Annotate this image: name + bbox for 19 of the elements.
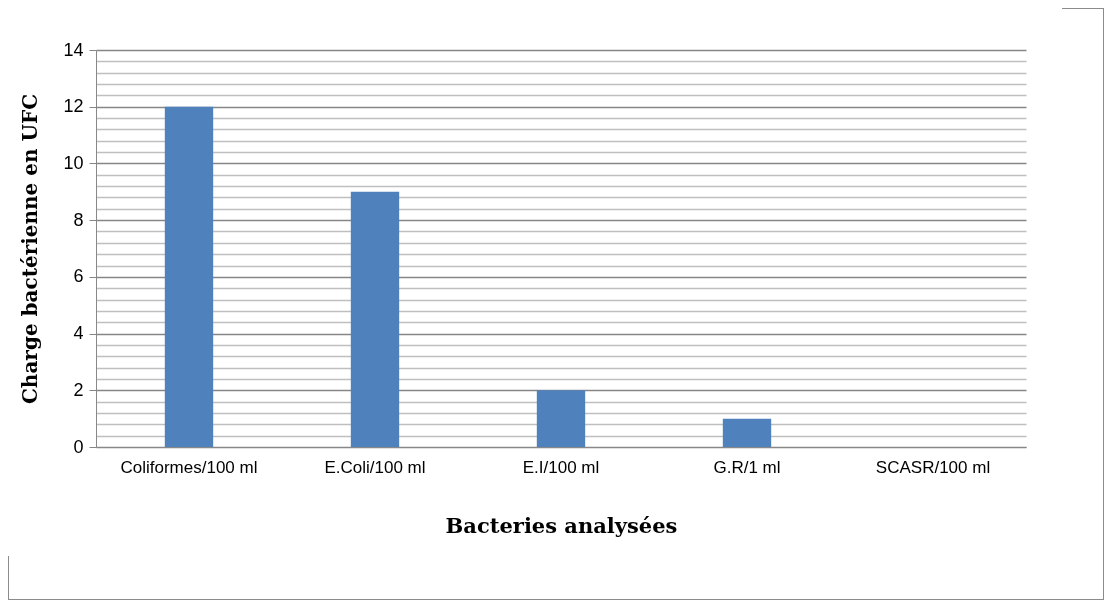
y-tick-label: 2 xyxy=(73,379,84,400)
y-tick-label: 0 xyxy=(73,436,84,457)
x-axis-title: Bacteries analysées xyxy=(445,512,678,538)
y-tick-label: 12 xyxy=(63,96,84,117)
bar xyxy=(722,418,772,447)
x-tick-label: SCASR/100 ml xyxy=(875,457,991,477)
x-tick-label: G.R/1 ml xyxy=(713,457,781,477)
bar xyxy=(536,390,586,447)
y-tick-label: 4 xyxy=(73,323,84,344)
y-tick-label: 14 xyxy=(63,39,84,60)
x-tick-label: E.Coli/100 ml xyxy=(324,457,426,477)
y-tick-label: 6 xyxy=(73,266,84,287)
y-tick-label: 10 xyxy=(63,152,84,173)
x-tick-label: Coliformes/100 ml xyxy=(120,457,258,477)
y-axis-title: Charge bactérienne en UFC xyxy=(18,93,43,405)
x-tick-label: E.I/100 ml xyxy=(522,457,600,477)
bar xyxy=(350,191,400,447)
bar xyxy=(164,106,214,447)
y-tick-label: 8 xyxy=(73,209,84,230)
